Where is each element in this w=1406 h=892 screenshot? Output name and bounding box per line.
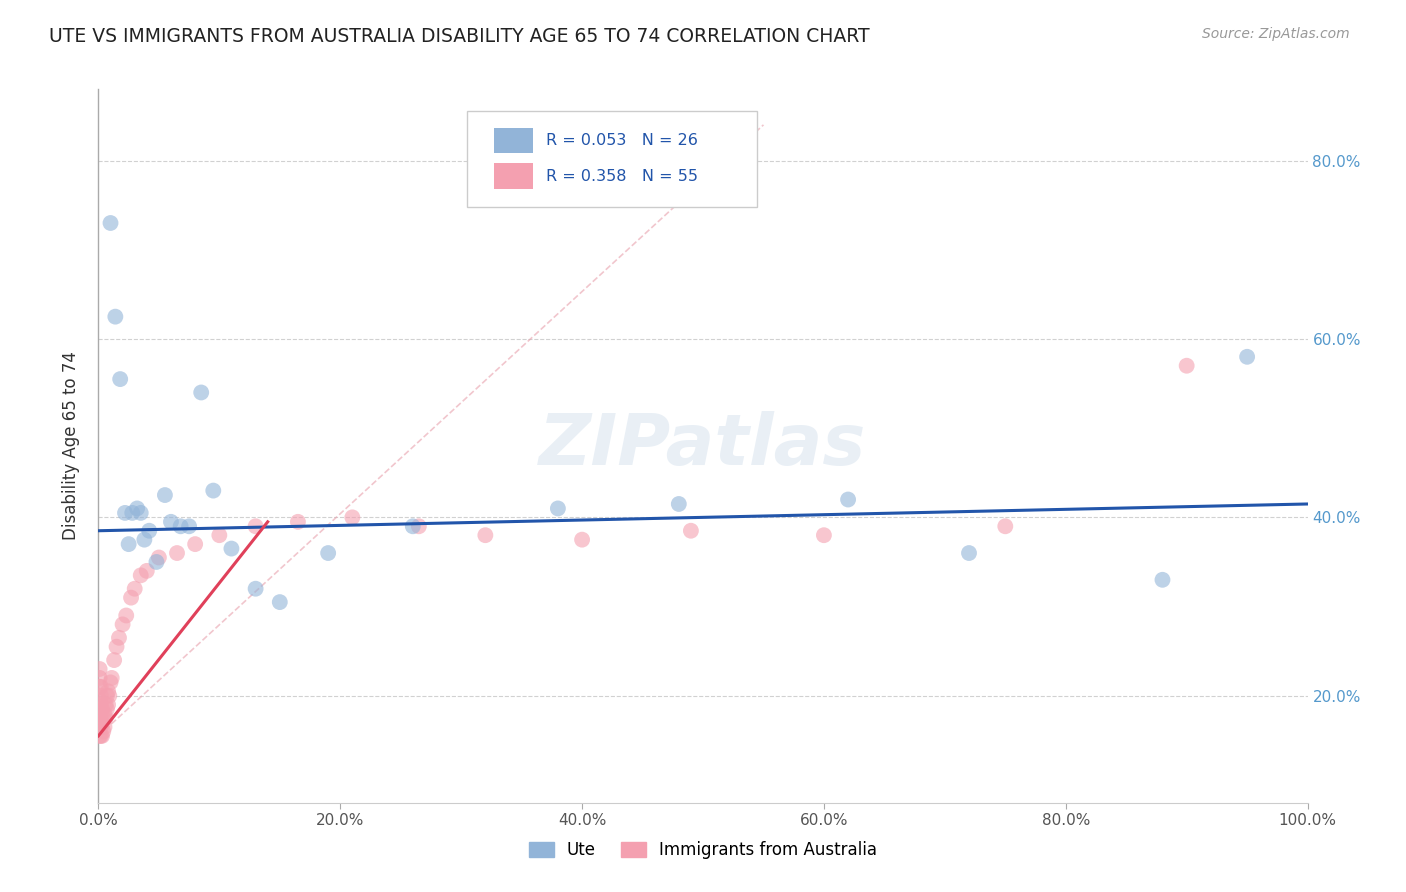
Text: Source: ZipAtlas.com: Source: ZipAtlas.com (1202, 27, 1350, 41)
FancyBboxPatch shape (494, 163, 533, 189)
Point (89, 702, 111, 716)
Point (408, 519, 430, 533)
Point (547, 501, 569, 516)
Point (90, 711, 112, 725)
Point (89, 662, 111, 676)
Point (994, 519, 1017, 533)
Point (1236, 350, 1258, 364)
Point (96, 702, 118, 716)
Point (91, 715, 114, 730)
Text: UTE VS IMMIGRANTS FROM AUSTRALIA DISABILITY AGE 65 TO 74 CORRELATION CHART: UTE VS IMMIGRANTS FROM AUSTRALIA DISABIL… (49, 27, 870, 45)
Point (90, 680, 112, 694)
Point (957, 546, 980, 560)
Point (91, 711, 114, 725)
Point (1152, 573, 1174, 587)
Text: ZIPatlas: ZIPatlas (540, 411, 866, 481)
Point (134, 533, 156, 547)
Point (402, 519, 425, 533)
Point (89, 671, 111, 685)
Point (89, 729, 111, 743)
Point (93, 706, 115, 721)
Point (91, 729, 114, 743)
Point (202, 483, 225, 498)
Point (169, 519, 191, 533)
Point (287, 515, 309, 529)
Point (245, 519, 267, 533)
Point (120, 591, 142, 605)
Text: R = 0.358   N = 55: R = 0.358 N = 55 (546, 169, 697, 184)
Point (269, 595, 291, 609)
Point (668, 497, 690, 511)
Point (837, 492, 859, 507)
Point (145, 555, 167, 569)
Point (97, 684, 120, 698)
Point (108, 631, 131, 645)
Point (90, 729, 112, 743)
Point (124, 582, 146, 596)
Y-axis label: Disability Age 65 to 74: Disability Age 65 to 74 (62, 351, 80, 541)
Text: R = 0.053   N = 26: R = 0.053 N = 26 (546, 133, 697, 148)
Legend: Ute, Immigrants from Australia: Ute, Immigrants from Australia (522, 835, 884, 866)
Point (316, 546, 339, 560)
Point (90, 720, 112, 734)
Point (94, 711, 117, 725)
Point (153, 488, 176, 502)
Point (138, 524, 160, 538)
Point (89, 680, 111, 694)
Point (179, 519, 201, 533)
Point (94, 698, 117, 712)
FancyBboxPatch shape (494, 128, 533, 153)
Point (342, 510, 364, 524)
Point (100, 671, 122, 685)
Point (679, 524, 702, 538)
Point (148, 550, 170, 565)
Point (90, 698, 112, 712)
Point (813, 528, 835, 542)
Point (166, 546, 188, 560)
Point (104, 310, 127, 324)
Point (245, 582, 267, 596)
Point (98, 689, 121, 703)
Point (127, 501, 149, 516)
Point (93, 720, 115, 734)
Point (1175, 359, 1198, 373)
Point (160, 515, 183, 529)
Point (118, 537, 141, 551)
Point (190, 385, 212, 400)
Point (129, 506, 152, 520)
Point (91, 724, 114, 739)
Point (115, 608, 138, 623)
Point (129, 568, 152, 582)
Point (135, 564, 157, 578)
Point (100, 216, 122, 230)
Point (208, 528, 231, 542)
Point (114, 506, 136, 520)
Point (89, 715, 111, 730)
Point (108, 372, 131, 386)
Point (221, 541, 243, 556)
Point (184, 537, 207, 551)
Point (103, 653, 125, 667)
Point (91, 702, 114, 716)
Point (474, 528, 496, 542)
Point (90, 689, 112, 703)
Point (89, 693, 111, 707)
Point (571, 533, 593, 547)
FancyBboxPatch shape (467, 111, 758, 207)
Point (96, 689, 118, 703)
Point (111, 617, 134, 632)
Point (97, 698, 120, 712)
Point (100, 675, 122, 690)
Point (105, 640, 128, 654)
Point (121, 506, 143, 520)
